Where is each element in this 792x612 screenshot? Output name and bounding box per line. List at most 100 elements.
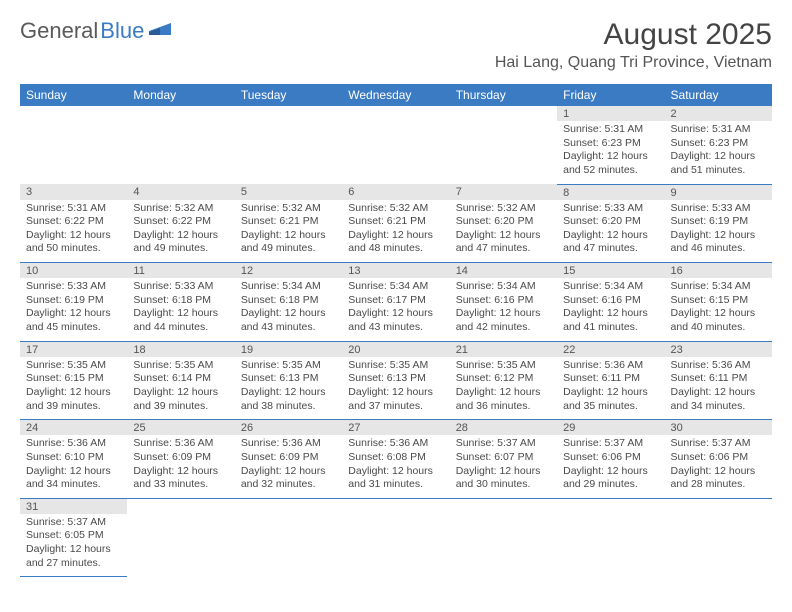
sunrise-text: Sunrise: 5:36 AM bbox=[348, 437, 443, 451]
daylight-text-2: and 51 minutes. bbox=[671, 164, 766, 178]
sunrise-text: Sunrise: 5:37 AM bbox=[563, 437, 658, 451]
sunset-text: Sunset: 6:10 PM bbox=[26, 451, 121, 465]
day-number-cell: 5 bbox=[235, 184, 342, 200]
daylight-text-2: and 44 minutes. bbox=[133, 321, 228, 335]
day-info-cell: Sunrise: 5:33 AMSunset: 6:20 PMDaylight:… bbox=[557, 200, 664, 263]
daylight-text-1: Daylight: 12 hours bbox=[671, 307, 766, 321]
logo-text-general: General bbox=[20, 18, 98, 44]
day-info-cell: Sunrise: 5:31 AMSunset: 6:23 PMDaylight:… bbox=[557, 121, 664, 184]
day-info-cell: Sunrise: 5:37 AMSunset: 6:06 PMDaylight:… bbox=[665, 435, 772, 498]
day-number-cell: 21 bbox=[450, 341, 557, 357]
day-info-cell: Sunrise: 5:32 AMSunset: 6:21 PMDaylight:… bbox=[235, 200, 342, 263]
day-info-cell bbox=[20, 121, 127, 184]
day-number-cell: 4 bbox=[127, 184, 234, 200]
day-info-row: Sunrise: 5:31 AMSunset: 6:22 PMDaylight:… bbox=[20, 200, 772, 263]
day-number-cell: 28 bbox=[450, 420, 557, 436]
day-info-cell: Sunrise: 5:32 AMSunset: 6:20 PMDaylight:… bbox=[450, 200, 557, 263]
daylight-text-1: Daylight: 12 hours bbox=[348, 386, 443, 400]
daylight-text-1: Daylight: 12 hours bbox=[671, 229, 766, 243]
day-number-cell bbox=[342, 106, 449, 121]
day-number-cell: 3 bbox=[20, 184, 127, 200]
sunset-text: Sunset: 6:06 PM bbox=[671, 451, 766, 465]
daylight-text-1: Daylight: 12 hours bbox=[241, 307, 336, 321]
sunrise-text: Sunrise: 5:33 AM bbox=[671, 202, 766, 216]
sunset-text: Sunset: 6:22 PM bbox=[133, 215, 228, 229]
sunrise-text: Sunrise: 5:33 AM bbox=[563, 202, 658, 216]
day-info-cell: Sunrise: 5:34 AMSunset: 6:17 PMDaylight:… bbox=[342, 278, 449, 341]
sunset-text: Sunset: 6:09 PM bbox=[133, 451, 228, 465]
title-block: August 2025 Hai Lang, Quang Tri Province… bbox=[495, 18, 772, 72]
day-number-cell: 22 bbox=[557, 341, 664, 357]
day-number-cell: 30 bbox=[665, 420, 772, 436]
daylight-text-2: and 33 minutes. bbox=[133, 478, 228, 492]
sunrise-text: Sunrise: 5:36 AM bbox=[241, 437, 336, 451]
daylight-text-2: and 31 minutes. bbox=[348, 478, 443, 492]
sunrise-text: Sunrise: 5:35 AM bbox=[26, 359, 121, 373]
sunset-text: Sunset: 6:05 PM bbox=[26, 529, 121, 543]
sunrise-text: Sunrise: 5:35 AM bbox=[456, 359, 551, 373]
daylight-text-1: Daylight: 12 hours bbox=[563, 386, 658, 400]
day-info-cell: Sunrise: 5:35 AMSunset: 6:12 PMDaylight:… bbox=[450, 357, 557, 420]
daylight-text-1: Daylight: 12 hours bbox=[241, 465, 336, 479]
day-number-cell bbox=[665, 498, 772, 514]
sunset-text: Sunset: 6:19 PM bbox=[671, 215, 766, 229]
day-number-cell: 27 bbox=[342, 420, 449, 436]
sunset-text: Sunset: 6:18 PM bbox=[241, 294, 336, 308]
sunrise-text: Sunrise: 5:37 AM bbox=[456, 437, 551, 451]
day-number-cell: 17 bbox=[20, 341, 127, 357]
day-number-cell: 9 bbox=[665, 184, 772, 200]
day-header-cell: Thursday bbox=[450, 84, 557, 106]
daylight-text-2: and 48 minutes. bbox=[348, 242, 443, 256]
day-info-cell: Sunrise: 5:35 AMSunset: 6:13 PMDaylight:… bbox=[235, 357, 342, 420]
sunset-text: Sunset: 6:20 PM bbox=[456, 215, 551, 229]
day-info-cell: Sunrise: 5:36 AMSunset: 6:11 PMDaylight:… bbox=[557, 357, 664, 420]
sunset-text: Sunset: 6:18 PM bbox=[133, 294, 228, 308]
daylight-text-1: Daylight: 12 hours bbox=[456, 229, 551, 243]
sunrise-text: Sunrise: 5:36 AM bbox=[26, 437, 121, 451]
day-number-cell bbox=[127, 498, 234, 514]
day-number-cell bbox=[342, 498, 449, 514]
day-info-cell: Sunrise: 5:34 AMSunset: 6:15 PMDaylight:… bbox=[665, 278, 772, 341]
sunrise-text: Sunrise: 5:35 AM bbox=[241, 359, 336, 373]
day-info-cell bbox=[127, 121, 234, 184]
daylight-text-2: and 46 minutes. bbox=[671, 242, 766, 256]
sunset-text: Sunset: 6:09 PM bbox=[241, 451, 336, 465]
daylight-text-1: Daylight: 12 hours bbox=[133, 465, 228, 479]
sunrise-text: Sunrise: 5:32 AM bbox=[241, 202, 336, 216]
sunset-text: Sunset: 6:15 PM bbox=[26, 372, 121, 386]
daylight-text-2: and 47 minutes. bbox=[456, 242, 551, 256]
day-number-cell: 14 bbox=[450, 263, 557, 279]
daylight-text-1: Daylight: 12 hours bbox=[563, 229, 658, 243]
sunset-text: Sunset: 6:12 PM bbox=[456, 372, 551, 386]
daylight-text-2: and 49 minutes. bbox=[241, 242, 336, 256]
sunset-text: Sunset: 6:19 PM bbox=[26, 294, 121, 308]
day-number-row: 10111213141516 bbox=[20, 263, 772, 279]
sunset-text: Sunset: 6:22 PM bbox=[26, 215, 121, 229]
day-header-cell: Wednesday bbox=[342, 84, 449, 106]
daylight-text-1: Daylight: 12 hours bbox=[456, 307, 551, 321]
day-info-cell: Sunrise: 5:34 AMSunset: 6:18 PMDaylight:… bbox=[235, 278, 342, 341]
day-info-cell bbox=[450, 121, 557, 184]
sunrise-text: Sunrise: 5:31 AM bbox=[563, 123, 658, 137]
flag-icon bbox=[149, 21, 171, 35]
day-number-cell bbox=[127, 106, 234, 121]
day-info-cell: Sunrise: 5:36 AMSunset: 6:11 PMDaylight:… bbox=[665, 357, 772, 420]
day-info-cell: Sunrise: 5:37 AMSunset: 6:07 PMDaylight:… bbox=[450, 435, 557, 498]
sunset-text: Sunset: 6:06 PM bbox=[563, 451, 658, 465]
day-header-cell: Monday bbox=[127, 84, 234, 106]
sunrise-text: Sunrise: 5:33 AM bbox=[133, 280, 228, 294]
sunset-text: Sunset: 6:15 PM bbox=[671, 294, 766, 308]
day-info-row: Sunrise: 5:36 AMSunset: 6:10 PMDaylight:… bbox=[20, 435, 772, 498]
day-info-cell: Sunrise: 5:32 AMSunset: 6:22 PMDaylight:… bbox=[127, 200, 234, 263]
daylight-text-2: and 45 minutes. bbox=[26, 321, 121, 335]
sunrise-text: Sunrise: 5:32 AM bbox=[133, 202, 228, 216]
sunrise-text: Sunrise: 5:37 AM bbox=[671, 437, 766, 451]
calendar-table: SundayMondayTuesdayWednesdayThursdayFrid… bbox=[20, 84, 772, 577]
daylight-text-1: Daylight: 12 hours bbox=[456, 465, 551, 479]
day-info-cell bbox=[127, 514, 234, 577]
sunrise-text: Sunrise: 5:36 AM bbox=[133, 437, 228, 451]
sunrise-text: Sunrise: 5:34 AM bbox=[671, 280, 766, 294]
daylight-text-1: Daylight: 12 hours bbox=[133, 307, 228, 321]
sunset-text: Sunset: 6:16 PM bbox=[563, 294, 658, 308]
day-info-cell bbox=[235, 514, 342, 577]
